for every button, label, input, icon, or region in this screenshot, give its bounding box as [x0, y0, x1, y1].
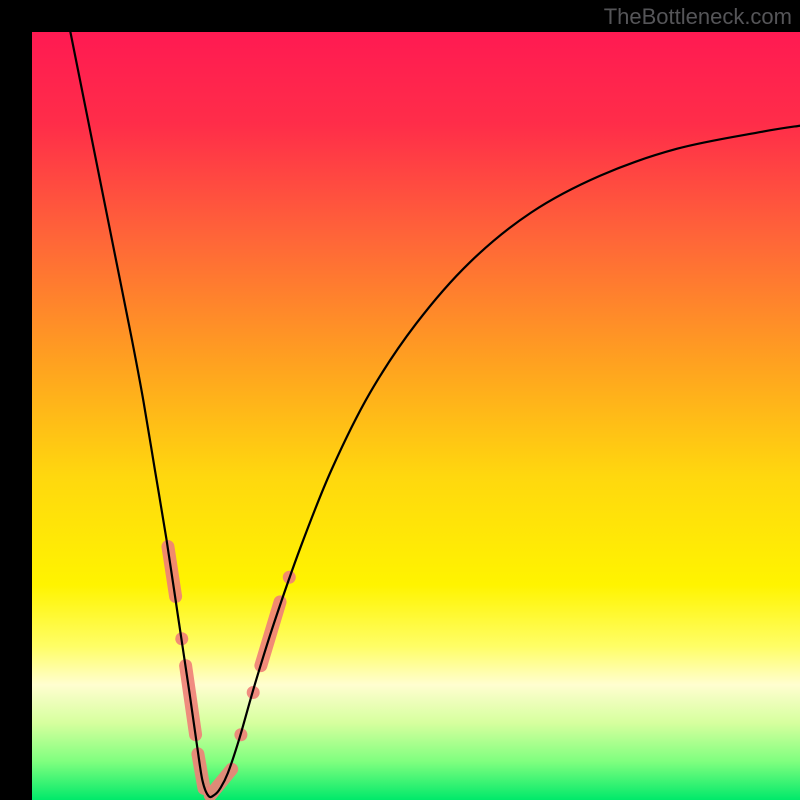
- plot-area: [32, 32, 800, 800]
- chart-svg: [32, 32, 800, 800]
- watermark-text: TheBottleneck.com: [604, 4, 792, 30]
- figure-root: TheBottleneck.com: [0, 0, 800, 800]
